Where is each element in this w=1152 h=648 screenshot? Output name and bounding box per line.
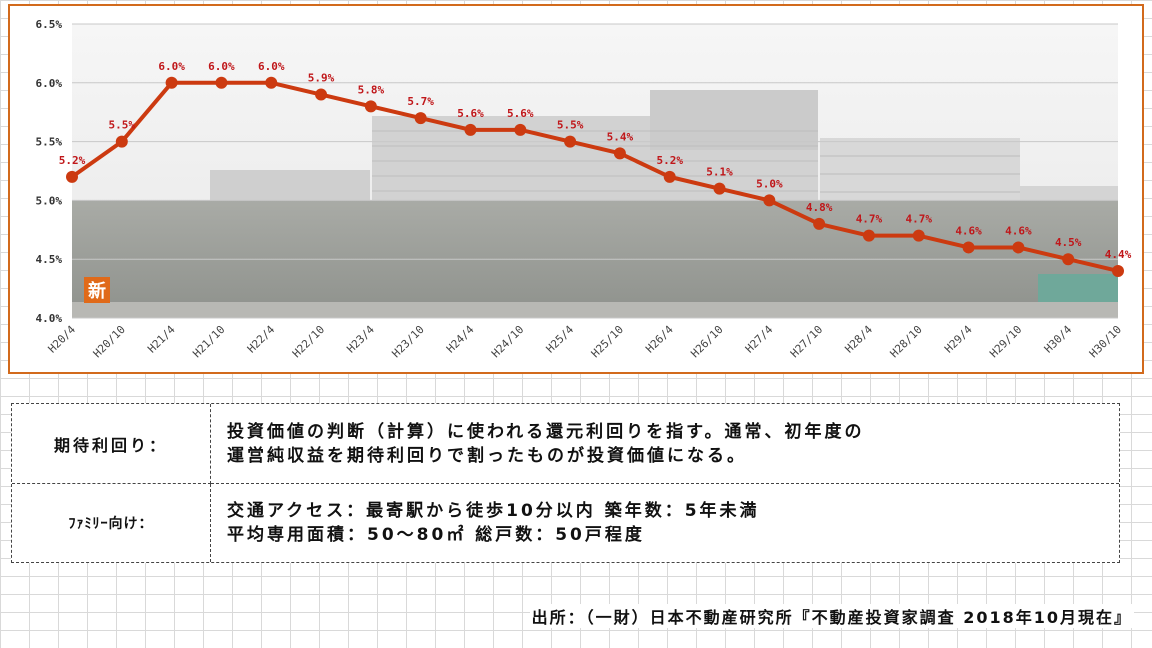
data-point (364, 100, 377, 113)
y-tick-label: 6.0% (36, 77, 63, 90)
x-tick-label: H25/10 (589, 323, 626, 360)
data-label: 5.5% (109, 119, 136, 132)
data-point (613, 147, 626, 160)
x-tick-label: H24/4 (444, 323, 477, 356)
x-tick-label: H24/10 (489, 323, 526, 360)
x-tick-label: H20/4 (46, 323, 79, 356)
data-label: 5.1% (706, 166, 733, 179)
data-label: 5.4% (607, 130, 634, 143)
data-point (663, 170, 676, 183)
x-tick-label: H29/4 (942, 323, 975, 356)
term-expected-yield: 期待利回り： (12, 404, 211, 484)
data-point (763, 194, 776, 207)
desc-line: 平均専用面積：50～80㎡ 総戸数：50戸程度 (227, 525, 645, 545)
x-tick-label: H26/4 (643, 323, 676, 356)
data-point (315, 88, 328, 101)
data-point (862, 229, 875, 242)
term-family: ﾌｧﾐﾘｰ向け： (12, 484, 211, 562)
x-tick-label: H21/10 (190, 323, 227, 360)
x-tick-label: H27/10 (788, 323, 825, 360)
x-tick-label: H21/4 (145, 323, 178, 356)
data-point (1012, 241, 1025, 254)
data-label: 5.9% (308, 72, 335, 85)
data-label: 6.0% (208, 60, 235, 73)
data-label: 4.8% (806, 201, 833, 214)
data-label: 5.2% (656, 154, 683, 167)
x-tick-label: H23/10 (389, 323, 426, 360)
data-point (414, 112, 427, 125)
y-tick-label: 4.0% (36, 312, 63, 325)
data-point (66, 170, 78, 183)
series-line (70, 80, 1119, 273)
desc-line: 交通アクセス：最寄駅から徒歩10分以内 築年数：5年未満 (227, 501, 760, 521)
x-tick-label: H27/4 (743, 323, 776, 356)
data-label: 6.0% (258, 60, 285, 73)
x-tick-label: H25/4 (544, 323, 577, 356)
new-badge-text: 新 (88, 280, 106, 302)
data-point (215, 76, 228, 89)
data-label: 4.6% (955, 224, 982, 237)
data-point (813, 217, 826, 230)
data-point (1112, 264, 1124, 277)
definition-table: 期待利回り： 投資価値の判断（計算）に使われる還元利回りを指す。通常、初年度の … (11, 403, 1120, 563)
data-label: 5.8% (358, 83, 385, 96)
data-point (912, 229, 925, 242)
data-point (115, 135, 128, 148)
new-badge (84, 277, 110, 303)
desc-line: 投資価値の判断（計算）に使われる還元利回りを指す。通常、初年度の (227, 421, 865, 442)
desc-line: 運営純収益を期待利回りで割ったものが投資価値になる。 (227, 445, 747, 466)
data-label: 4.7% (856, 213, 883, 226)
data-label: 4.5% (1055, 236, 1082, 249)
x-tick-label: H29/10 (987, 323, 1024, 360)
data-point (514, 123, 527, 136)
data-point (464, 123, 477, 136)
data-label: 4.6% (1005, 224, 1032, 237)
x-tick-label: H30/4 (1042, 323, 1075, 356)
chart-frame: 新 4.0% 4.5% 5.0% 5.5% 6.0% 6.5% H20/4 H20/10 H2… (8, 4, 1144, 374)
y-tick-label: 4.5% (36, 253, 63, 266)
data-label: 5.5% (557, 119, 584, 132)
x-tick-label: H28/4 (842, 323, 875, 356)
data-point (1062, 253, 1075, 266)
data-point (564, 135, 577, 148)
data-label: 5.0% (756, 177, 783, 190)
desc-expected-yield: 投資価値の判断（計算）に使われる還元利回りを指す。通常、初年度の 運営純収益を期… (211, 404, 1119, 484)
x-tick-label: H22/10 (290, 323, 327, 360)
data-label: 5.6% (457, 107, 484, 120)
x-tick-label: H26/10 (688, 323, 725, 360)
data-label: 5.6% (507, 107, 534, 120)
data-label: 6.0% (158, 60, 185, 73)
y-tick-label: 5.0% (36, 194, 63, 207)
y-tick-label: 6.5% (36, 18, 63, 31)
data-point (962, 241, 975, 254)
x-tick-label: H20/10 (91, 323, 128, 360)
x-tick-label: H28/10 (888, 323, 925, 360)
data-point (165, 76, 178, 89)
data-label: 4.4% (1105, 248, 1132, 261)
data-point (265, 76, 278, 89)
desc-family: 交通アクセス：最寄駅から徒歩10分以内 築年数：5年未満 平均専用面積：50～8… (211, 484, 1119, 562)
x-tick-label: H30/10 (1087, 323, 1124, 360)
data-label: 5.2% (59, 154, 86, 167)
source-note: 出所：（一財）日本不動産研究所『不動産投資家調査 2018年10月現在』 (529, 604, 1134, 628)
data-label: 4.7% (906, 213, 933, 226)
y-tick-label: 5.5% (36, 136, 63, 149)
yield-line-chart: 新 4.0% 4.5% 5.0% 5.5% 6.0% 6.5% H20/4 H20/10 H2… (36, 18, 1132, 360)
data-label: 5.7% (407, 95, 434, 108)
x-tick-label: H23/4 (344, 323, 377, 356)
x-tick-label: H22/4 (245, 323, 278, 356)
data-point (713, 182, 726, 195)
